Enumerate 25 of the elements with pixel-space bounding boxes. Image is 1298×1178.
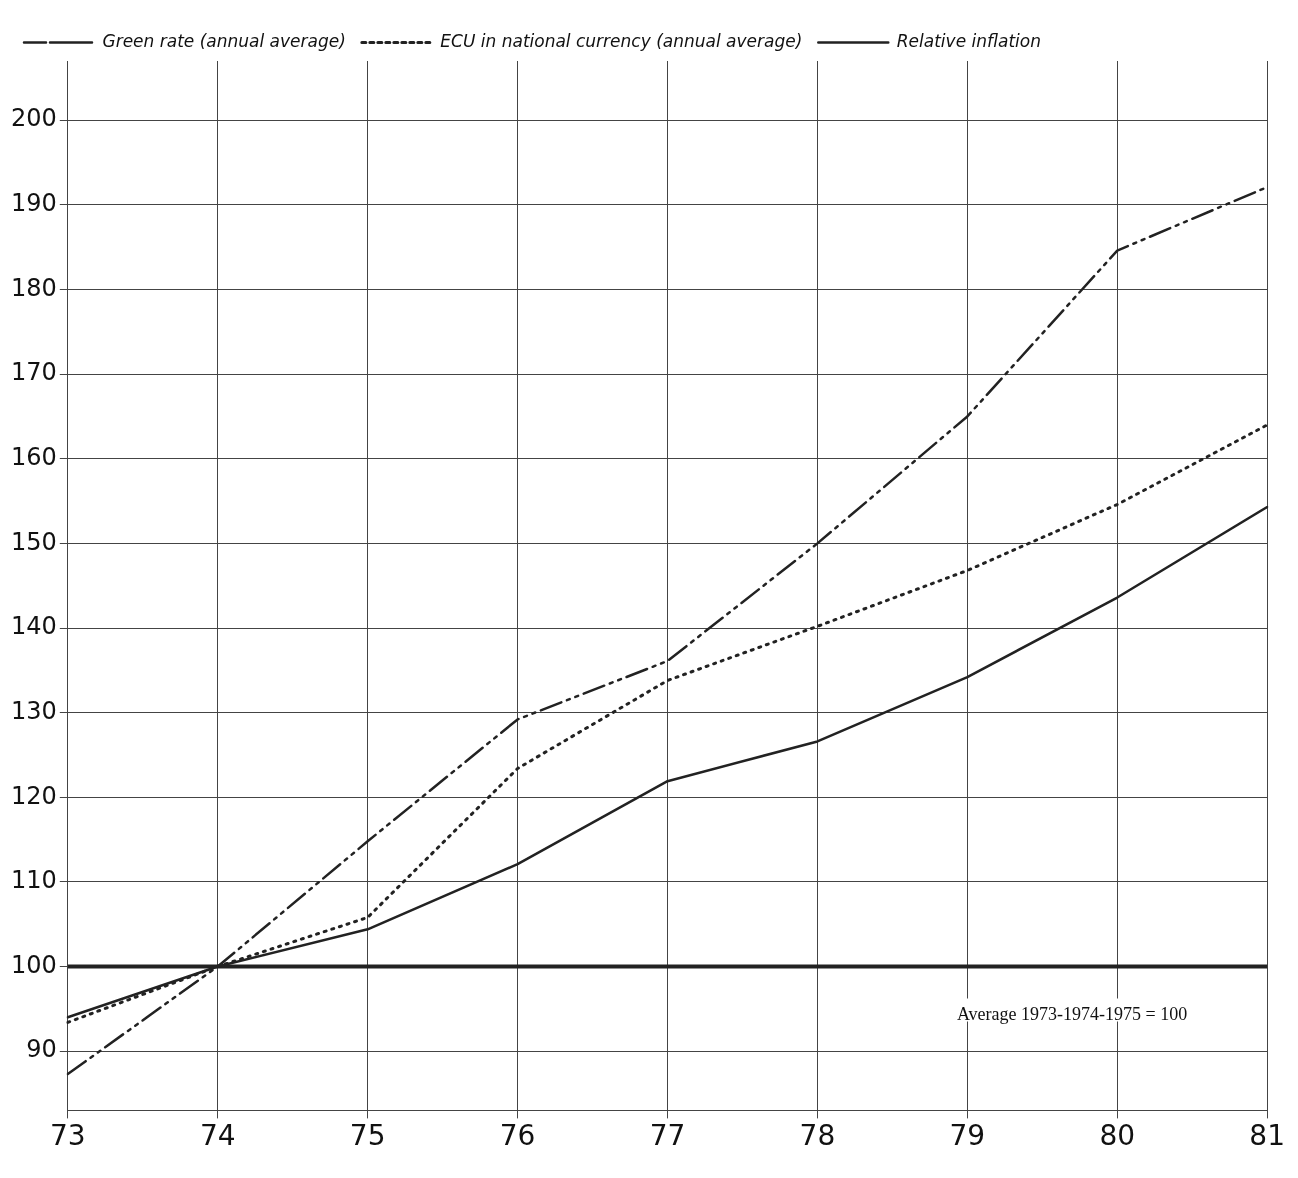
y-tick-label: 180 — [11, 273, 57, 302]
x-tick-label: 79 — [949, 1119, 986, 1153]
y-tick-label: 120 — [11, 781, 57, 810]
x-tick-label: 75 — [349, 1119, 386, 1153]
y-tick-label: 170 — [11, 358, 57, 387]
x-tick-label: 76 — [499, 1119, 536, 1153]
x-tick-label: 78 — [799, 1119, 836, 1153]
x-tick-label: 80 — [1099, 1119, 1136, 1153]
legend-label: ECU in national currency (annual average) — [440, 30, 803, 51]
x-tick-label: 81 — [1249, 1119, 1286, 1153]
y-tick-label: 140 — [11, 612, 57, 641]
y-tick-label: 150 — [11, 527, 57, 556]
x-tick-label: 77 — [649, 1119, 686, 1153]
y-tick-label: 100 — [11, 950, 57, 979]
y-tick-label: 200 — [11, 104, 57, 133]
y-tick-label: 160 — [11, 442, 57, 471]
x-tick-label: 73 — [49, 1119, 86, 1153]
y-tick-label: 190 — [11, 189, 57, 218]
annotation: Average 1973-1974-1975 = 100 — [956, 1004, 1188, 1025]
y-tick-label: 90 — [26, 1035, 57, 1064]
legend-label: Relative inflation — [896, 30, 1041, 51]
legend-label: Green rate (annual average) — [102, 30, 346, 51]
y-tick-label: 110 — [11, 866, 57, 895]
y-tick-label: 130 — [11, 696, 57, 725]
x-tick-label: 74 — [199, 1119, 236, 1153]
